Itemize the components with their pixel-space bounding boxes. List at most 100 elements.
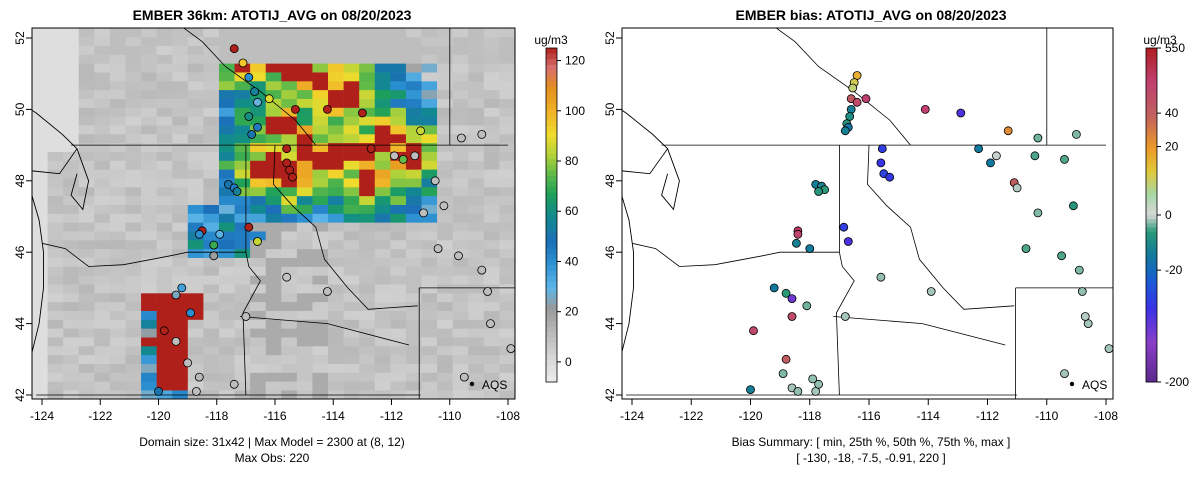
heat-cell <box>328 116 344 126</box>
heat-cell <box>172 89 189 99</box>
heat-cell <box>32 213 48 223</box>
heat-cell <box>265 107 282 117</box>
heat-cell <box>109 284 126 294</box>
heat-cell <box>281 346 298 356</box>
heat-cell <box>47 372 64 382</box>
heat-cell <box>359 151 376 161</box>
heat-cell <box>390 89 407 99</box>
heat-cell <box>125 337 142 347</box>
heat-cell <box>468 266 485 276</box>
heat-cell <box>312 116 329 126</box>
heat-cell <box>32 257 48 267</box>
heat-cell <box>109 248 126 258</box>
heat-cell <box>405 231 422 241</box>
heat-cell <box>218 45 235 55</box>
heat-cell <box>499 89 516 99</box>
heat-cell <box>359 204 376 214</box>
heat-cell <box>250 107 267 117</box>
heat-cell <box>437 337 453 347</box>
colorbar-segment <box>1146 323 1157 329</box>
heat-cell <box>343 222 360 232</box>
heat-cell <box>141 310 157 320</box>
heat-cell <box>359 381 376 391</box>
station-point <box>483 287 493 296</box>
heat-cell <box>156 169 173 179</box>
heat-cell <box>218 142 235 152</box>
heat-cell <box>452 240 469 250</box>
heat-cell <box>156 134 173 144</box>
heat-cell <box>187 363 204 373</box>
heat-cell <box>374 98 391 108</box>
heat-cell <box>359 187 376 197</box>
heat-cell <box>125 45 142 55</box>
heat-cell <box>203 142 220 152</box>
heat-cell <box>468 222 485 232</box>
heat-cell <box>483 134 500 144</box>
heat-cell <box>343 319 360 329</box>
heat-cell <box>203 160 220 170</box>
colorbar-segment <box>1146 127 1157 132</box>
heat-cell <box>328 63 344 73</box>
bias-point <box>1104 344 1114 354</box>
heat-cell <box>63 213 80 223</box>
heat-cell <box>218 160 235 170</box>
colorbar-segment <box>1146 311 1157 316</box>
heat-cell <box>390 310 407 320</box>
heat-cell <box>390 98 407 108</box>
x-tick-label: -118 <box>798 409 821 423</box>
heat-cell <box>187 81 204 91</box>
heat-cell <box>312 363 329 373</box>
heat-cell <box>312 301 329 311</box>
y-tick-label: 52 <box>13 31 27 45</box>
colorbar-segment <box>1146 123 1157 128</box>
heat-cell <box>296 178 313 188</box>
heat-cell <box>63 328 80 338</box>
colorbar-segment <box>1146 89 1157 95</box>
heat-cell <box>405 319 422 329</box>
colorbar-segment <box>546 120 557 127</box>
heat-cell <box>437 222 453 232</box>
heat-cell <box>250 381 267 391</box>
heat-cell <box>47 319 64 329</box>
colorbar-segment <box>546 292 557 299</box>
colorbar-segment <box>1146 85 1157 91</box>
heat-cell <box>156 98 173 108</box>
heat-cell <box>452 89 469 99</box>
heat-cell <box>156 89 173 99</box>
heat-cell <box>405 328 422 338</box>
heat-cell <box>141 231 157 241</box>
model-stations <box>154 44 516 396</box>
x-tick-label: -116 <box>857 409 880 423</box>
heat-cell <box>296 346 313 356</box>
heat-cell <box>172 204 189 214</box>
heat-cell <box>250 178 267 188</box>
bias-point <box>1060 154 1069 164</box>
heat-cell <box>390 240 407 250</box>
heat-cell <box>374 72 391 82</box>
heat-cell <box>203 284 220 294</box>
heat-cell <box>32 240 48 250</box>
heat-cell <box>421 301 438 311</box>
heat-cell <box>343 213 360 223</box>
heat-cell <box>187 204 204 214</box>
heat-cell <box>390 72 407 82</box>
heat-cell <box>47 169 64 179</box>
heat-cell <box>187 107 204 117</box>
bias-point <box>992 151 1001 161</box>
heat-cell <box>281 72 298 82</box>
colorbar-segment <box>546 164 557 171</box>
heat-cell <box>483 98 500 108</box>
colorbar-segment <box>1146 290 1157 295</box>
colorbar-segment <box>1146 223 1157 228</box>
heat-cell <box>125 328 142 338</box>
heat-cell <box>328 319 344 329</box>
heat-cell <box>437 390 453 400</box>
heat-cell <box>281 28 298 38</box>
heat-cell <box>452 169 469 179</box>
heat-cell <box>156 354 173 364</box>
colorbar-tick-label: 40 <box>565 254 579 268</box>
heat-cell <box>499 275 516 285</box>
colorbar-segment <box>546 281 557 288</box>
heat-cell <box>437 257 453 267</box>
heat-cell <box>172 160 189 170</box>
